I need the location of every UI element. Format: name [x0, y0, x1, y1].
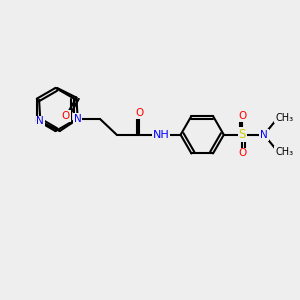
Text: N: N	[260, 130, 268, 140]
Text: N: N	[74, 114, 82, 124]
Text: NH: NH	[152, 130, 169, 140]
Text: O: O	[238, 111, 247, 121]
Text: O: O	[238, 148, 247, 158]
Text: N: N	[37, 116, 44, 126]
Text: CH₃: CH₃	[275, 147, 293, 157]
Text: S: S	[239, 128, 246, 141]
Text: CH₃: CH₃	[275, 113, 293, 123]
Text: O: O	[62, 111, 70, 121]
Text: O: O	[135, 108, 143, 118]
